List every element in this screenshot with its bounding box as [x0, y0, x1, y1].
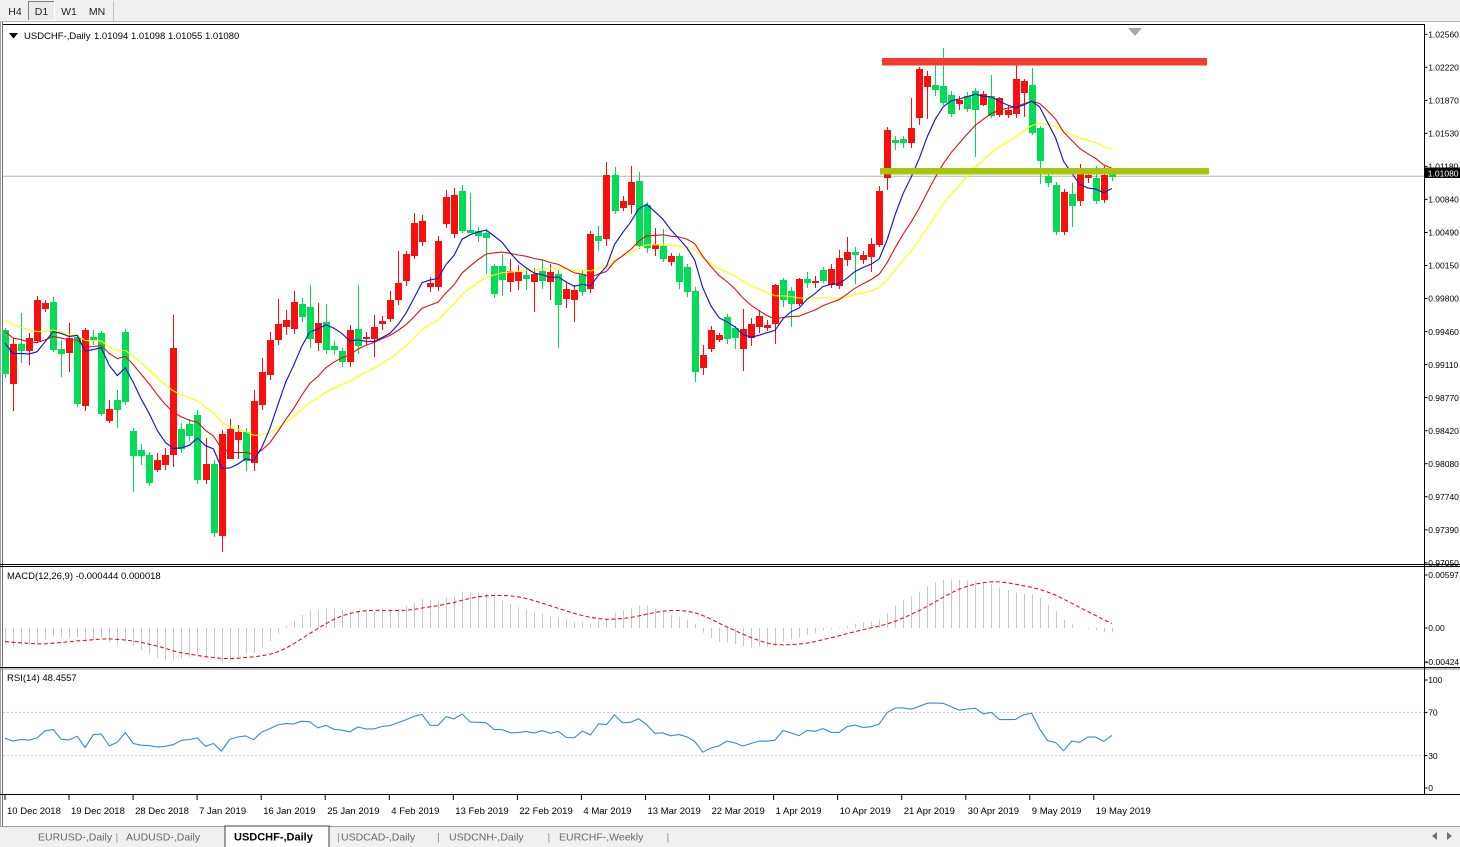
svg-text:0.97050: 0.97050 — [1428, 558, 1459, 568]
svg-text:0: 0 — [1428, 783, 1433, 793]
svg-text:0.98080: 0.98080 — [1428, 459, 1459, 469]
svg-text:RSI(14) 48.4557: RSI(14) 48.4557 — [7, 673, 77, 684]
svg-text:70: 70 — [1428, 708, 1438, 718]
svg-text:USDCAD-,Daily: USDCAD-,Daily — [341, 832, 416, 844]
svg-text:10 Apr 2019: 10 Apr 2019 — [840, 806, 891, 817]
svg-text:21 Apr 2019: 21 Apr 2019 — [904, 806, 955, 817]
svg-text:16 Jan 2019: 16 Jan 2019 — [263, 806, 315, 817]
svg-text:22 Feb 2019: 22 Feb 2019 — [519, 806, 572, 817]
svg-text:0.00597: 0.00597 — [1428, 570, 1459, 580]
svg-text:1.01094 1.01098 1.01055 1.0108: 1.01094 1.01098 1.01055 1.01080 — [94, 31, 239, 42]
svg-text:0.00: 0.00 — [1428, 623, 1445, 633]
svg-text:0.99110: 0.99110 — [1428, 360, 1458, 370]
svg-text:10 Dec 2018: 10 Dec 2018 — [7, 806, 61, 817]
svg-text:1.00490: 1.00490 — [1428, 228, 1459, 238]
svg-text:|: | — [337, 832, 340, 844]
svg-text:1.01180: 1.01180 — [1428, 162, 1458, 172]
svg-text:1.02220: 1.02220 — [1428, 63, 1459, 73]
svg-text:EURUSD-,Daily: EURUSD-,Daily — [38, 832, 113, 844]
svg-text:|: | — [667, 832, 670, 844]
svg-text:USDCHF-,Daily: USDCHF-,Daily — [234, 832, 314, 844]
svg-text:22 Mar 2019: 22 Mar 2019 — [712, 806, 765, 817]
svg-text:4 Mar 2019: 4 Mar 2019 — [583, 806, 631, 817]
svg-text:|: | — [548, 832, 551, 844]
svg-text:AUDUSD-,Daily: AUDUSD-,Daily — [126, 832, 201, 844]
svg-text:28 Dec 2018: 28 Dec 2018 — [135, 806, 189, 817]
svg-text:30 Apr 2019: 30 Apr 2019 — [968, 806, 1019, 817]
svg-text:0.98420: 0.98420 — [1428, 426, 1459, 436]
svg-text:100: 100 — [1428, 675, 1442, 685]
svg-text:1.01870: 1.01870 — [1428, 96, 1459, 106]
svg-text:19 May 2019: 19 May 2019 — [1096, 806, 1151, 817]
svg-text:MN: MN — [89, 6, 105, 18]
svg-text:1.00840: 1.00840 — [1428, 195, 1459, 205]
svg-text:USDCNH-,Daily: USDCNH-,Daily — [449, 832, 524, 844]
svg-text:1.01080: 1.01080 — [1428, 169, 1459, 179]
svg-text:9 May 2019: 9 May 2019 — [1032, 806, 1082, 817]
svg-text:MACD(12,26,9) -0.000444 0.0000: MACD(12,26,9) -0.000444 0.000018 — [7, 571, 161, 582]
svg-text:7 Jan 2019: 7 Jan 2019 — [199, 806, 246, 817]
svg-text:|: | — [116, 832, 119, 844]
svg-text:0.97390: 0.97390 — [1428, 525, 1459, 535]
svg-text:1.02560: 1.02560 — [1428, 30, 1459, 40]
svg-text:H4: H4 — [8, 6, 22, 18]
svg-text:1.00150: 1.00150 — [1428, 261, 1459, 271]
svg-text:25 Jan 2019: 25 Jan 2019 — [327, 806, 379, 817]
svg-text:0.98770: 0.98770 — [1428, 393, 1459, 403]
svg-text:4 Feb 2019: 4 Feb 2019 — [391, 806, 439, 817]
svg-text:0.97740: 0.97740 — [1428, 492, 1459, 502]
svg-text:D1: D1 — [35, 6, 49, 18]
svg-text:19 Dec 2018: 19 Dec 2018 — [71, 806, 125, 817]
svg-text:-0.00424: -0.00424 — [1426, 657, 1460, 667]
svg-text:W1: W1 — [61, 6, 77, 18]
svg-text:13 Feb 2019: 13 Feb 2019 — [455, 806, 508, 817]
svg-text:13 Mar 2019: 13 Mar 2019 — [648, 806, 701, 817]
svg-text:1 Apr 2019: 1 Apr 2019 — [776, 806, 822, 817]
svg-text:EURCHF-,Weekly: EURCHF-,Weekly — [559, 832, 644, 844]
svg-text:1.01530: 1.01530 — [1428, 129, 1459, 139]
svg-text:0.99460: 0.99460 — [1428, 327, 1459, 337]
svg-text:30: 30 — [1428, 751, 1438, 761]
svg-text:USDCHF-,Daily: USDCHF-,Daily — [24, 31, 91, 42]
svg-text:0.99800: 0.99800 — [1428, 294, 1459, 304]
svg-text:|: | — [437, 832, 440, 844]
